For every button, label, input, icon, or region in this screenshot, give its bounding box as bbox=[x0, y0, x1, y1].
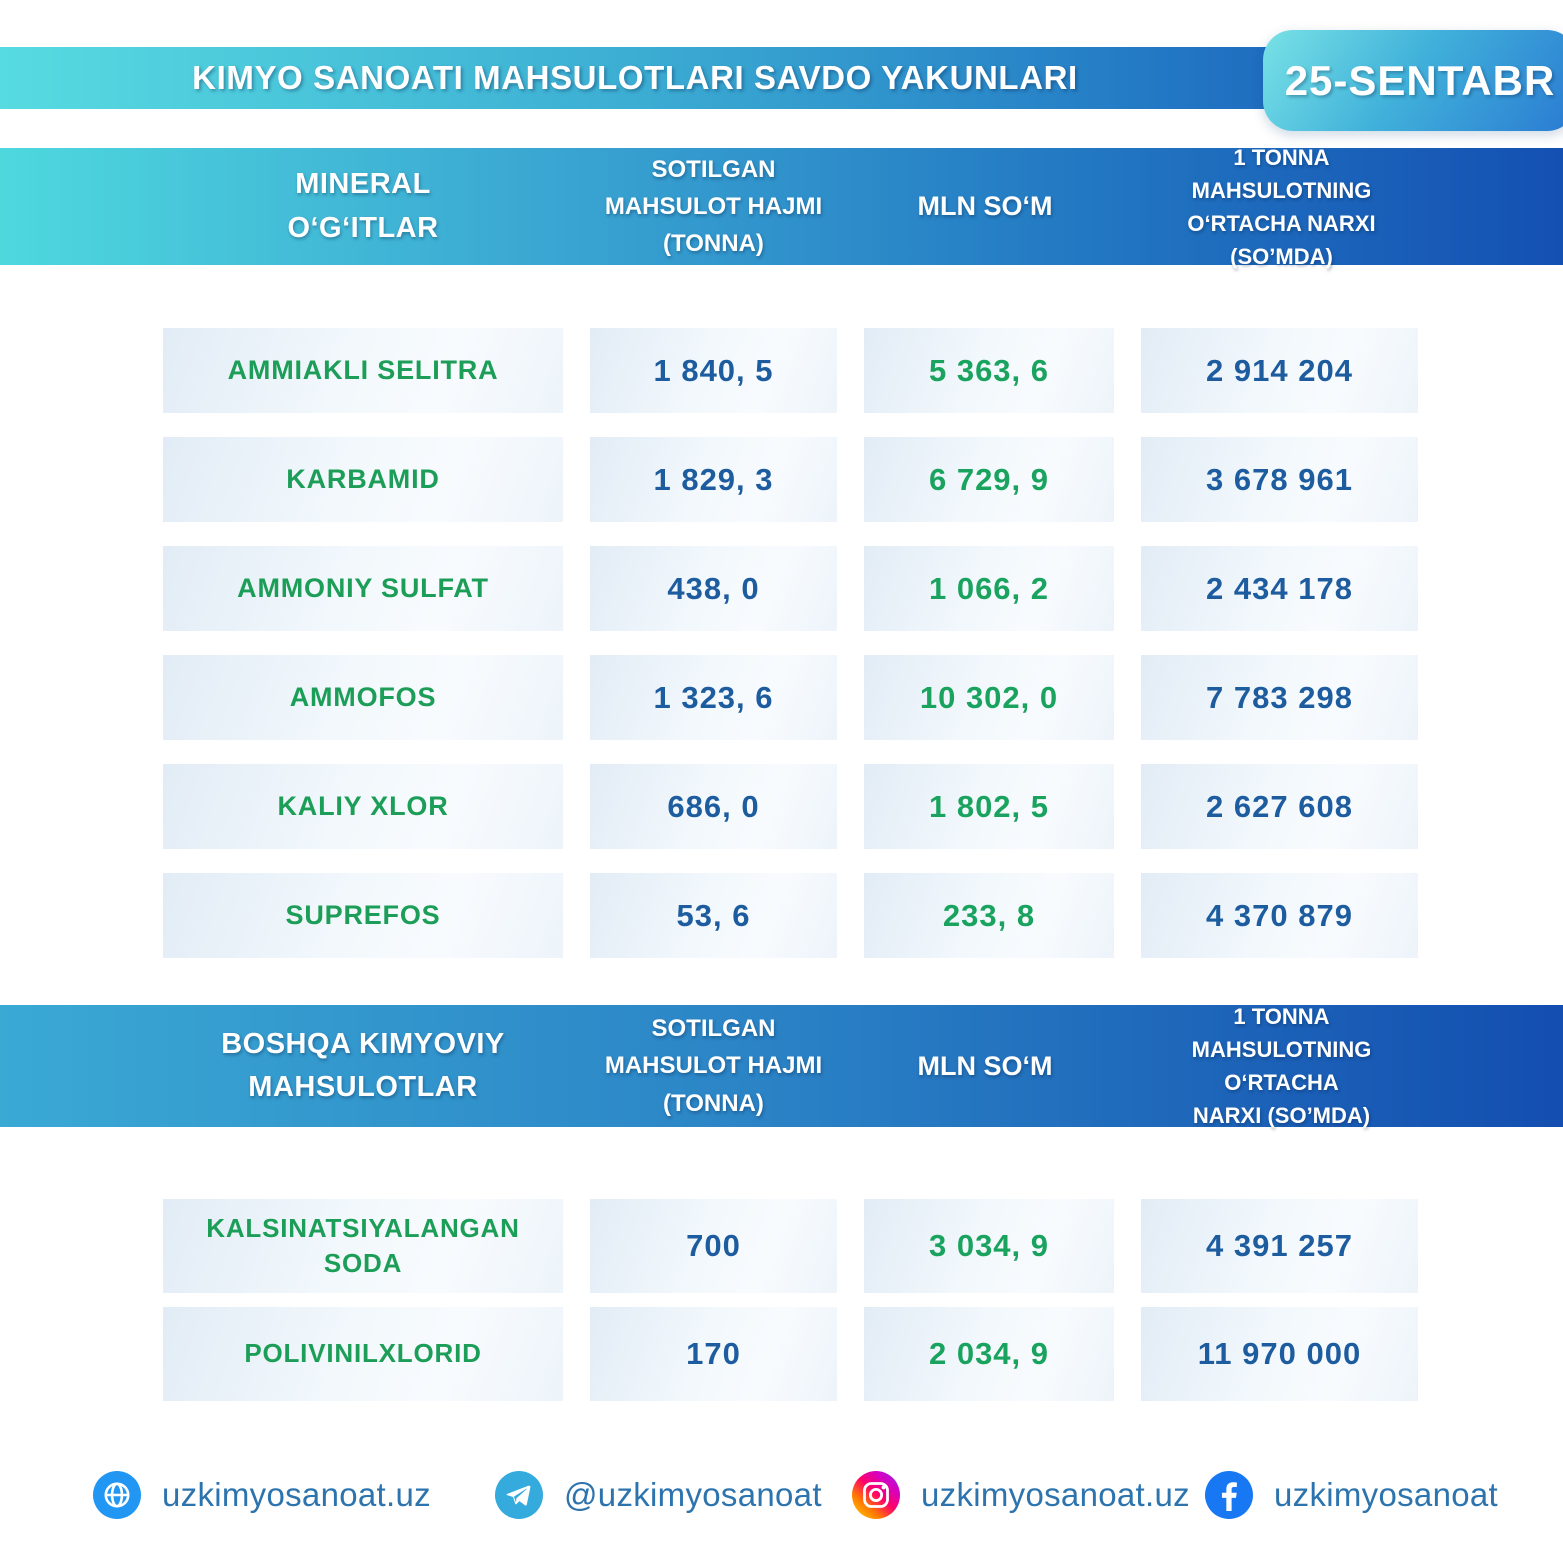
mln-cell: 10 302, 0 bbox=[864, 655, 1114, 740]
mln-cell: 5 363, 6 bbox=[864, 328, 1114, 413]
product-name-cell: KARBAMID bbox=[163, 437, 563, 522]
mln-cell: 1 066, 2 bbox=[864, 546, 1114, 631]
product-name-cell: POLIVINILXLORID bbox=[163, 1307, 563, 1401]
footer-link-label: uzkimyosanoat bbox=[1274, 1476, 1499, 1513]
volume-cell: 438, 0 bbox=[590, 546, 837, 631]
price-cell: 7 783 298 bbox=[1141, 655, 1418, 740]
price-cell: 2 434 178 bbox=[1141, 546, 1418, 631]
mln-cell: 233, 8 bbox=[864, 873, 1114, 958]
footer-link-label: uzkimyosanoat.uz bbox=[162, 1476, 431, 1513]
table2-header-category: BOSHQA KIMYOVIY MAHSULOTLAR bbox=[221, 1027, 505, 1104]
table2-header-volume: SOTILGAN MAHSULOT HAJMI (TONNA) bbox=[604, 1015, 823, 1117]
product-name-cell: SUPREFOS bbox=[163, 873, 563, 958]
price-cell: 11 970 000 bbox=[1141, 1307, 1418, 1401]
table1-header-price: 1 TONNA MAHSULOTNING OʻRTACHA NARXI (SOʼ… bbox=[1187, 144, 1376, 269]
product-name-cell: KALIY XLOR bbox=[163, 764, 563, 849]
page-title: KIMYO SANOATI MAHSULOTLARI SAVDO YAKUNLA… bbox=[192, 59, 1078, 96]
globe-icon bbox=[93, 1471, 141, 1519]
date-badge: 25-SENTABR bbox=[1263, 30, 1563, 131]
price-cell: 4 370 879 bbox=[1141, 873, 1418, 958]
footer-link-label: @uzkimyosanoat bbox=[564, 1476, 822, 1513]
table2-header-mln: MLN SOʻM bbox=[917, 1050, 1053, 1081]
volume-cell: 686, 0 bbox=[590, 764, 837, 849]
price-cell: 4 391 257 bbox=[1141, 1199, 1418, 1293]
table1-header-band: MINERAL OʻGʻITLAR SOTILGAN MAHSULOT HAJM… bbox=[0, 144, 1563, 269]
price-cell: 2 627 608 bbox=[1141, 764, 1418, 849]
telegram-icon bbox=[495, 1471, 543, 1519]
table1-header-volume: SOTILGAN MAHSULOT HAJMI (TONNA) bbox=[604, 155, 823, 258]
table1-header-category: MINERAL OʻGʻITLAR bbox=[287, 168, 439, 244]
footer-link-facebook[interactable]: uzkimyosanoat bbox=[1205, 1470, 1498, 1520]
volume-cell: 170 bbox=[590, 1307, 837, 1401]
table1-header-mln: MLN SOʻM bbox=[917, 191, 1053, 221]
table2: KALSINATSIYALANGAN SODA 700 3 034, 9 4 3… bbox=[163, 1199, 1420, 1401]
volume-cell: 1 840, 5 bbox=[590, 328, 837, 413]
volume-cell: 53, 6 bbox=[590, 873, 837, 958]
mln-cell: 6 729, 9 bbox=[864, 437, 1114, 522]
product-name-cell: AMMOFOS bbox=[163, 655, 563, 740]
price-cell: 2 914 204 bbox=[1141, 328, 1418, 413]
instagram-icon bbox=[852, 1471, 900, 1519]
volume-cell: 700 bbox=[590, 1199, 837, 1293]
product-name-cell: AMMIAKLI SELITRA bbox=[163, 328, 563, 413]
mln-cell: 3 034, 9 bbox=[864, 1199, 1114, 1293]
product-name-cell: AMMONIY SULFAT bbox=[163, 546, 563, 631]
table1: AMMIAKLI SELITRA 1 840, 5 5 363, 6 2 914… bbox=[163, 328, 1420, 958]
facebook-icon bbox=[1205, 1471, 1253, 1519]
table2-header-price: 1 TONNA MAHSULOTNING OʻRTACHA NARXI (SOʼ… bbox=[1191, 1004, 1372, 1128]
footer-link-label: uzkimyosanoat.uz bbox=[921, 1476, 1190, 1513]
mln-cell: 1 802, 5 bbox=[864, 764, 1114, 849]
footer-link-telegram[interactable]: @uzkimyosanoat bbox=[495, 1470, 822, 1520]
volume-cell: 1 323, 6 bbox=[590, 655, 837, 740]
volume-cell: 1 829, 3 bbox=[590, 437, 837, 522]
footer-link-website[interactable]: uzkimyosanoat.uz bbox=[93, 1470, 431, 1520]
footer-link-instagram[interactable]: uzkimyosanoat.uz bbox=[852, 1470, 1190, 1520]
product-name-cell: KALSINATSIYALANGAN SODA bbox=[163, 1199, 563, 1293]
price-cell: 3 678 961 bbox=[1141, 437, 1418, 522]
table2-header-band: BOSHQA KIMYOVIY MAHSULOTLAR SOTILGAN MAH… bbox=[0, 1004, 1563, 1128]
mln-cell: 2 034, 9 bbox=[864, 1307, 1114, 1401]
